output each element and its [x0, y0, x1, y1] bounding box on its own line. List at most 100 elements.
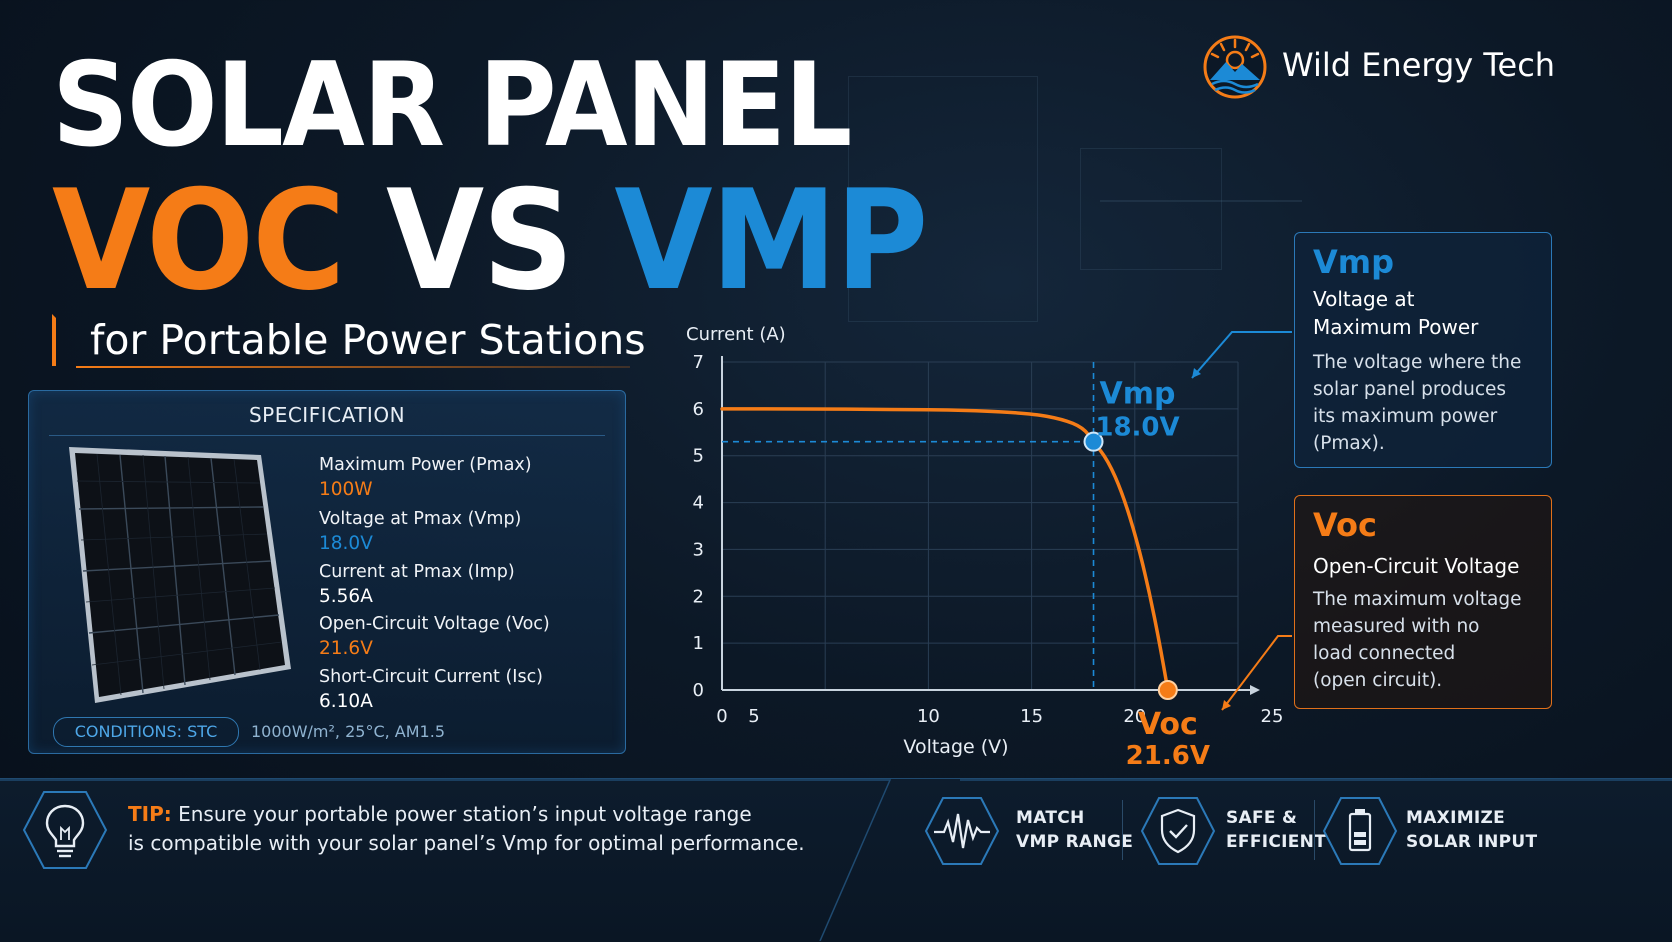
vmp-point — [1083, 431, 1104, 452]
feature-line: VMP RANGE — [1016, 832, 1134, 852]
feature-line: SOLAR INPUT — [1406, 832, 1538, 852]
y-axis-label: Current (A) — [686, 324, 786, 345]
feature-label-maximize: MAXIMIZE SOLAR INPUT — [1406, 806, 1537, 854]
title-voc: VOC — [52, 160, 345, 321]
spec-value: 21.6V — [319, 638, 373, 659]
callout-subtitle-line: Voltage at — [1313, 287, 1415, 311]
callout-title: Vmp — [1313, 243, 1395, 281]
feature-line: MAXIMIZE — [1406, 808, 1506, 828]
x-tick-label: 25 — [1261, 706, 1284, 727]
spec-item-imp: Current at Pmax (Imp) 5.56A — [319, 562, 515, 607]
y-tick-label: 6 — [693, 399, 704, 420]
voc-point-value: 21.6V — [1126, 741, 1210, 771]
y-tick-label: 2 — [693, 586, 704, 607]
feature-divider — [1314, 800, 1315, 860]
callout-desc-line: measured with no — [1313, 616, 1480, 637]
x-axis-arrow — [1250, 685, 1260, 695]
tip-label: TIP: — [128, 802, 172, 826]
x-tick-label: 10 — [917, 706, 940, 727]
specification-panel: SPECIFICATION Maximum Power (Pmax) 100W … — [28, 390, 626, 754]
conditions-text: 1000W/m², 25°C, AM1.5 — [251, 722, 445, 741]
spec-item-pmax: Maximum Power (Pmax) 100W — [319, 455, 532, 500]
x-tick-label: 5 — [748, 706, 759, 727]
callout-subtitle: Open-Circuit Voltage — [1313, 552, 1519, 580]
spec-label: Current at Pmax (Imp) — [319, 562, 515, 582]
solar-panel-icon — [69, 447, 291, 703]
iv-curve-line — [720, 407, 1170, 692]
brand-name: Wild Energy Tech — [1282, 46, 1556, 84]
voc-callout: Voc Open-Circuit Voltage The maximum vol… — [1294, 495, 1552, 709]
callout-desc-line: The maximum voltage — [1313, 589, 1522, 610]
shield-check-icon — [1140, 797, 1216, 865]
spec-title: SPECIFICATION — [248, 403, 406, 427]
y-tick-label: 3 — [693, 539, 704, 560]
vmp-point-value: 18.0V — [1095, 413, 1179, 443]
callout-desc-line: (Pmax). — [1313, 433, 1385, 454]
y-tick-label: 5 — [693, 446, 704, 467]
vmp-point-label: Vmp — [1100, 377, 1176, 412]
conditions-badge: CONDITIONS: STC — [53, 717, 239, 747]
tip-text: TIP: Ensure your portable power station’… — [128, 800, 805, 858]
title-line-1: SOLAR PANEL — [52, 38, 852, 173]
subtitle: for Portable Power Stations — [90, 316, 646, 364]
x-axis-label: Voltage (V) — [903, 736, 1008, 758]
callout-subtitle-line: Open-Circuit Voltage — [1313, 554, 1520, 578]
blueprint-decoration — [1100, 200, 1302, 202]
title-vmp: VMP — [614, 160, 928, 321]
spec-value: 18.0V — [319, 533, 373, 554]
vmp-connector — [1191, 331, 1292, 379]
x-tick-label: 0 — [716, 706, 727, 727]
spec-label: Short-Circuit Current (Isc) — [319, 667, 544, 687]
spec-label: Voltage at Pmax (Vmp) — [319, 509, 522, 529]
callout-desc-line: (open circuit). — [1313, 670, 1443, 691]
battery-icon — [1322, 797, 1398, 865]
callout-subtitle: Voltage at Maximum Power — [1313, 285, 1478, 341]
callout-description: The voltage where the solar panel produc… — [1313, 349, 1521, 457]
voc-point-label: Voc — [1138, 707, 1198, 742]
vmp-connector-arrow — [1192, 368, 1201, 378]
y-tick-label: 0 — [693, 680, 704, 701]
spec-label: Open-Circuit Voltage (Voc) — [319, 614, 550, 634]
feature-label-safe: SAFE & EFFICIENT — [1226, 806, 1326, 854]
voc-connector — [1221, 635, 1292, 711]
y-tick-label: 4 — [693, 493, 704, 514]
feature-label-match: MATCH VMP RANGE — [1016, 806, 1133, 854]
title-vs: VS — [385, 160, 574, 321]
x-tick-label: 20 — [1123, 706, 1146, 727]
sun-mountain-logo-icon — [1203, 35, 1267, 99]
voc-point — [1157, 680, 1178, 700]
feature-line: MATCH — [1016, 808, 1085, 828]
blueprint-decoration — [848, 76, 1038, 322]
spec-divider — [49, 435, 605, 436]
subtitle-banner: for Portable Power Stations — [52, 312, 646, 368]
spec-value: 100W — [319, 479, 373, 500]
spec-label: Maximum Power (Pmax) — [319, 455, 532, 475]
callout-desc-line: The voltage where the — [1313, 352, 1522, 373]
waveform-icon — [924, 797, 1000, 865]
y-tick-label: 1 — [693, 633, 704, 654]
y-tick-label: 7 — [693, 352, 704, 373]
x-tick-label: 15 — [1020, 706, 1043, 727]
callout-title: Voc — [1313, 506, 1377, 544]
bottom-bar-decoration — [0, 779, 1672, 941]
lightbulb-icon — [22, 791, 108, 869]
callout-desc-line: solar panel produces — [1313, 379, 1507, 400]
callout-description: The maximum voltage measured with no loa… — [1313, 586, 1522, 694]
feature-line: SAFE & — [1226, 808, 1298, 828]
title-line-2: VOC VS VMP — [52, 172, 928, 310]
feature-divider — [1122, 800, 1123, 860]
callout-desc-line: load connected — [1313, 643, 1456, 664]
bracket-decoration — [52, 314, 74, 366]
subtitle-underline — [76, 366, 630, 368]
callout-desc-line: its maximum power — [1313, 406, 1498, 427]
tip-line-2: is compatible with your solar panel’s Vm… — [128, 831, 805, 855]
blueprint-decoration — [1080, 148, 1222, 270]
spec-item-voc: Open-Circuit Voltage (Voc) 21.6V — [319, 614, 550, 659]
callout-subtitle-line: Maximum Power — [1313, 315, 1479, 339]
spec-item-isc: Short-Circuit Current (Isc) 6.10A — [319, 667, 543, 712]
tip-line-1: Ensure your portable power station’s inp… — [178, 802, 752, 826]
spec-value: 6.10A — [319, 691, 373, 712]
